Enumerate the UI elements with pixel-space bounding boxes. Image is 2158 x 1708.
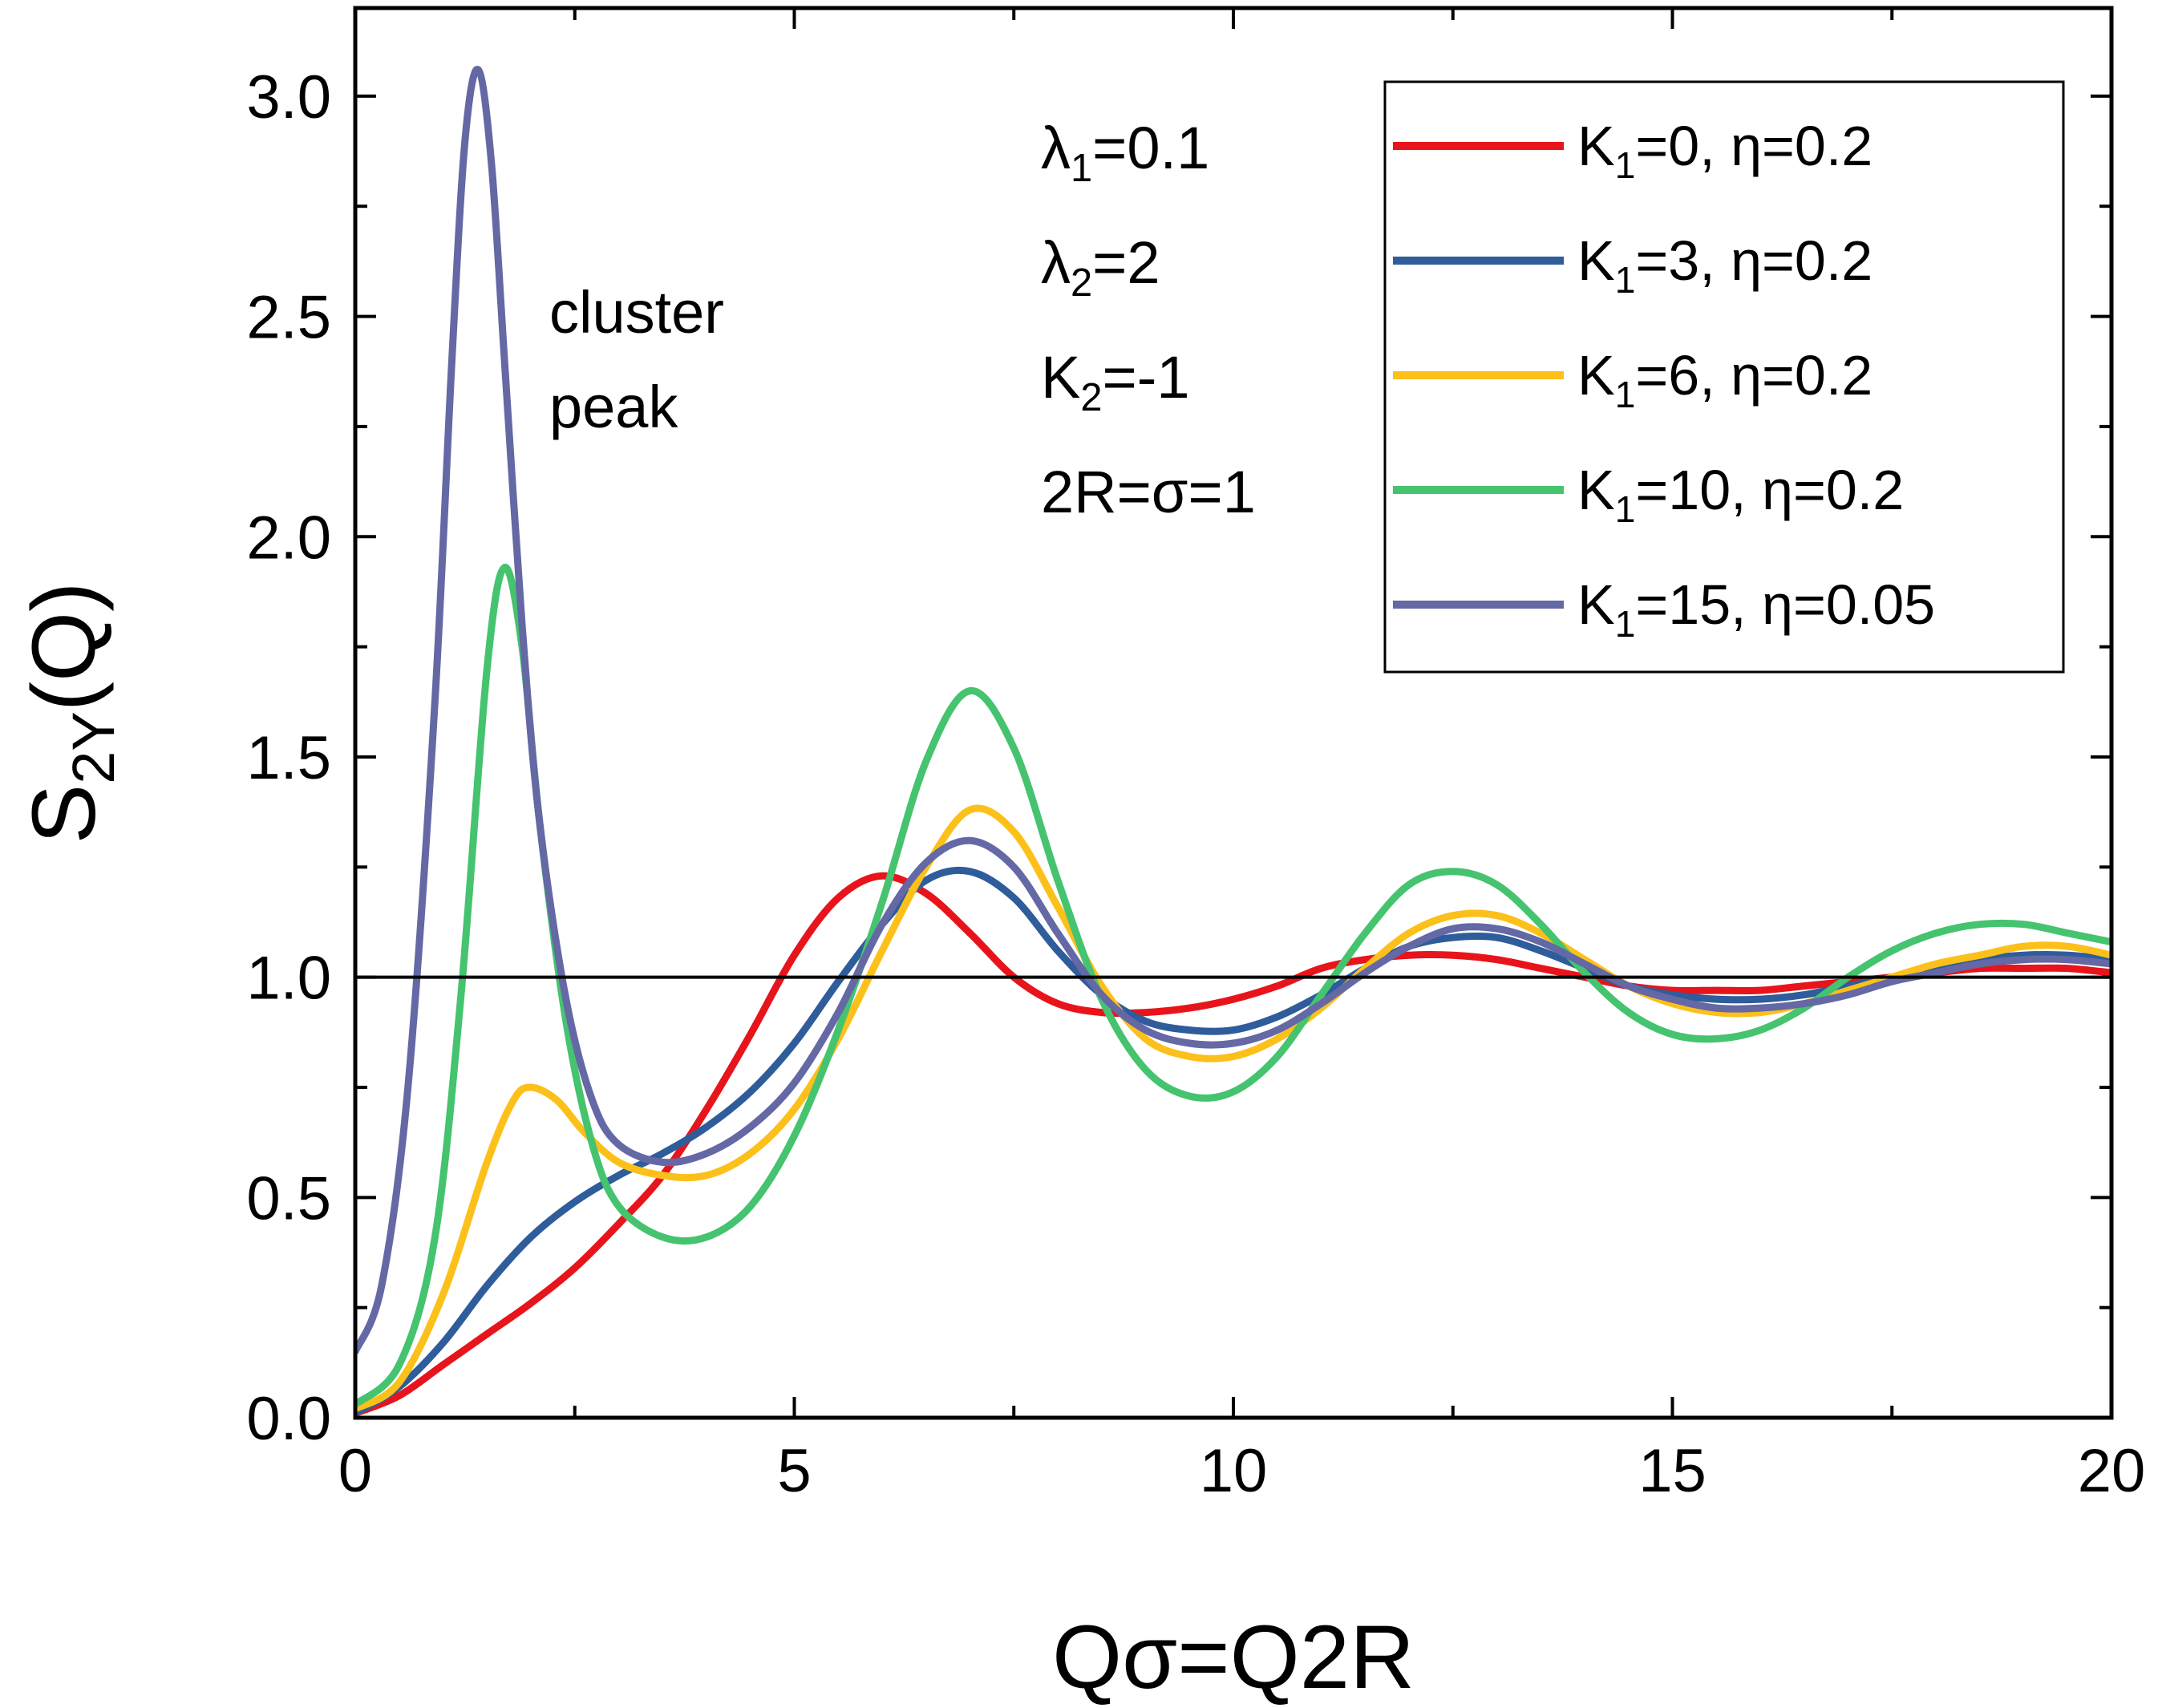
legend-label-3: K1=6, η=0.2 <box>1577 344 1873 415</box>
y-axis-title: S2Y(Q) <box>14 582 127 844</box>
legend-label-2: K1=3, η=0.2 <box>1577 229 1873 301</box>
legend-label-4: K1=10, η=0.2 <box>1577 459 1904 530</box>
param-lambda2-annotation: λ2=2 <box>1041 229 1160 305</box>
series-layer <box>355 66 2111 1417</box>
series-line-3 <box>355 804 2111 1413</box>
x-tick-label: 0 <box>338 1437 372 1505</box>
param-2r-annotation: 2R=σ=1 <box>1041 459 1256 525</box>
y-tick-label: 1.0 <box>246 945 331 1013</box>
y-tick-label: 2.5 <box>246 284 331 352</box>
series-line-5 <box>355 66 2111 1356</box>
legend-label-5: K1=15, η=0.05 <box>1577 573 1935 645</box>
x-axis-title: Qσ=Q2R <box>1052 1607 1415 1707</box>
param-lambda1-annotation: λ1=0.1 <box>1041 115 1209 190</box>
legend-box <box>1383 80 2065 674</box>
y-tick-label: 3.0 <box>246 63 331 132</box>
x-tick-label: 20 <box>2078 1437 2146 1505</box>
ticks-layer <box>354 8 2113 1419</box>
legend: K1=0, η=0.2 K1=3, η=0.2 K1=6, η=0.2 K1=10, … <box>1383 80 2065 674</box>
series-line-4 <box>355 564 2111 1408</box>
legend-label-1: K1=0, η=0.2 <box>1577 115 1873 186</box>
x-tick-label: 5 <box>777 1437 811 1505</box>
param-k2-annotation: K2=-1 <box>1041 344 1190 419</box>
annotations-layer: cluster peak λ1=0.1 λ2=2 K2=-1 2R=σ=1 <box>549 115 1256 525</box>
cluster-peak-annotation: cluster peak <box>549 279 724 440</box>
x-tick-label: 10 <box>1200 1437 1268 1505</box>
y-tick-label: 2.0 <box>246 504 331 572</box>
series-line-1 <box>355 872 2111 1417</box>
y-tick-label: 1.5 <box>246 724 331 792</box>
x-tick-label: 15 <box>1638 1437 1707 1505</box>
labels-layer: 0 5 10 15 20 0.0 0.5 1.0 1.5 2.0 2.5 3.0 Qσ=Q2R S2Y(Q… <box>14 63 2145 1707</box>
y-tick-label: 0.5 <box>246 1164 331 1232</box>
y-tick-label: 0.0 <box>246 1385 331 1453</box>
